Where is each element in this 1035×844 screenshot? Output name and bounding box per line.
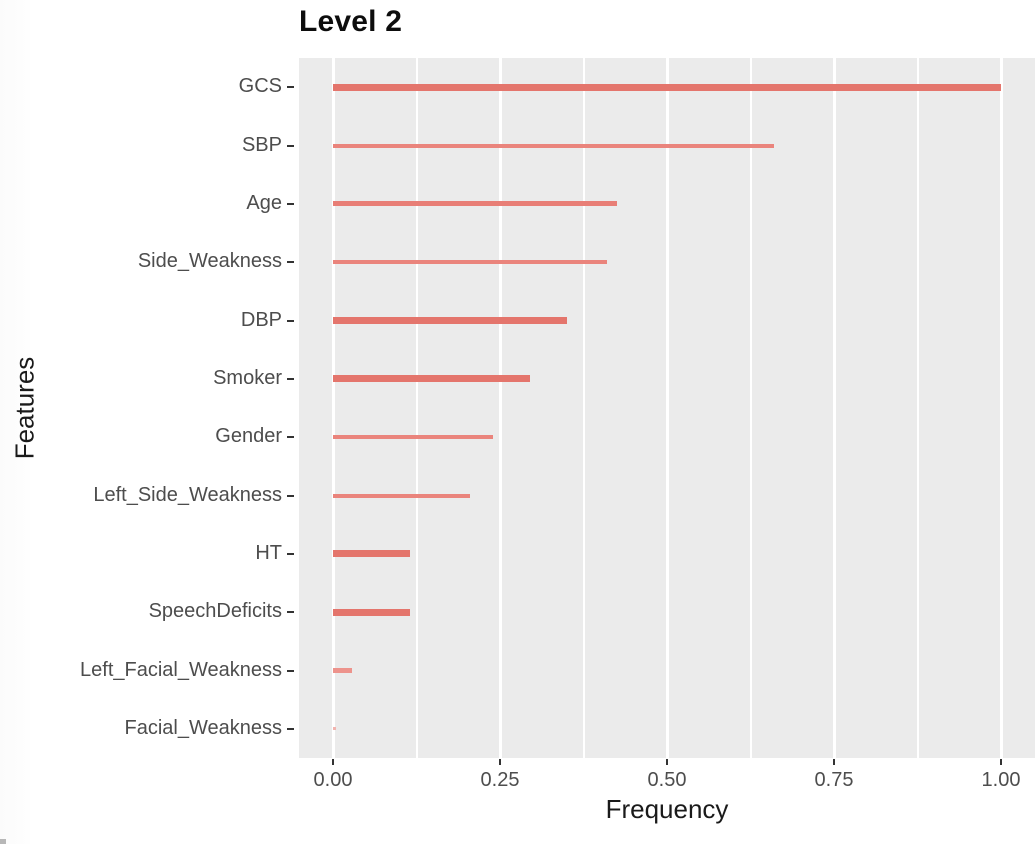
x-tick-mark	[833, 759, 835, 765]
y-tick-label: Smoker	[213, 366, 282, 389]
x-tick-mark	[1000, 759, 1002, 765]
y-tick-label: Left_Facial_Weakness	[80, 658, 282, 681]
x-tick-label: 0.50	[647, 769, 687, 791]
y-tick-label: HT	[255, 541, 282, 564]
y-tick-mark	[287, 436, 294, 439]
y-tick-mark	[287, 202, 294, 205]
x-tick-label: 1.00	[981, 769, 1021, 791]
gridline-major	[832, 58, 836, 758]
left-edge-shading	[0, 0, 30, 844]
bar-smoker	[333, 375, 531, 383]
bar-gcs	[333, 83, 1001, 91]
y-tick-mark	[287, 727, 294, 730]
y-tick-label: GCS	[238, 75, 282, 98]
y-tick-label: Left_Side_Weakness	[93, 483, 282, 506]
x-tick-label: 0.25	[480, 769, 520, 791]
plot-panel	[299, 58, 1035, 758]
x-tick-label: 0.00	[313, 769, 353, 791]
gridline-major	[331, 58, 335, 758]
bar-left-facial-weakness	[333, 668, 352, 673]
y-tick-mark	[287, 261, 294, 264]
y-tick-label: SBP	[241, 133, 282, 156]
gridline-minor	[916, 58, 919, 758]
y-tick-mark	[287, 552, 294, 555]
y-tick-label: Gender	[215, 425, 282, 448]
y-tick-mark	[287, 144, 294, 147]
y-tick-mark	[287, 377, 294, 380]
bar-ht	[333, 550, 410, 558]
y-tick-label: Age	[246, 191, 282, 214]
y-tick-label: Side_Weakness	[137, 250, 282, 273]
bar-dbp	[333, 317, 567, 324]
x-tick-mark	[499, 759, 501, 765]
y-tick-mark	[287, 319, 294, 322]
bar-age	[333, 201, 617, 207]
bar-facial-weakness	[333, 727, 337, 731]
y-tick-label: DBP	[240, 308, 282, 331]
y-tick-label: SpeechDeficits	[148, 600, 282, 623]
gridline-minor	[749, 58, 752, 758]
chart-title: Level 2	[299, 5, 403, 38]
gridline-minor	[415, 58, 418, 758]
y-tick-mark	[287, 669, 294, 672]
x-tick-mark	[666, 759, 668, 765]
x-axis-title: Frequency	[605, 794, 729, 824]
corner-artifact	[0, 839, 6, 844]
y-tick-mark	[287, 611, 294, 614]
bar-side-weakness	[333, 260, 607, 265]
bar-left-side-weakness	[333, 493, 470, 498]
y-tick-label: Facial_Weakness	[124, 716, 282, 739]
bar-speechdeficits	[333, 608, 410, 616]
bar-gender	[333, 435, 494, 440]
gridline-major	[999, 58, 1003, 758]
gridline-major	[498, 58, 502, 758]
bar-sbp	[333, 143, 774, 148]
gridline-minor	[582, 58, 585, 758]
gridline-major	[665, 58, 669, 758]
y-tick-mark	[287, 494, 294, 497]
x-tick-label: 0.75	[814, 769, 854, 791]
y-tick-mark	[287, 86, 294, 89]
x-tick-mark	[332, 759, 334, 765]
